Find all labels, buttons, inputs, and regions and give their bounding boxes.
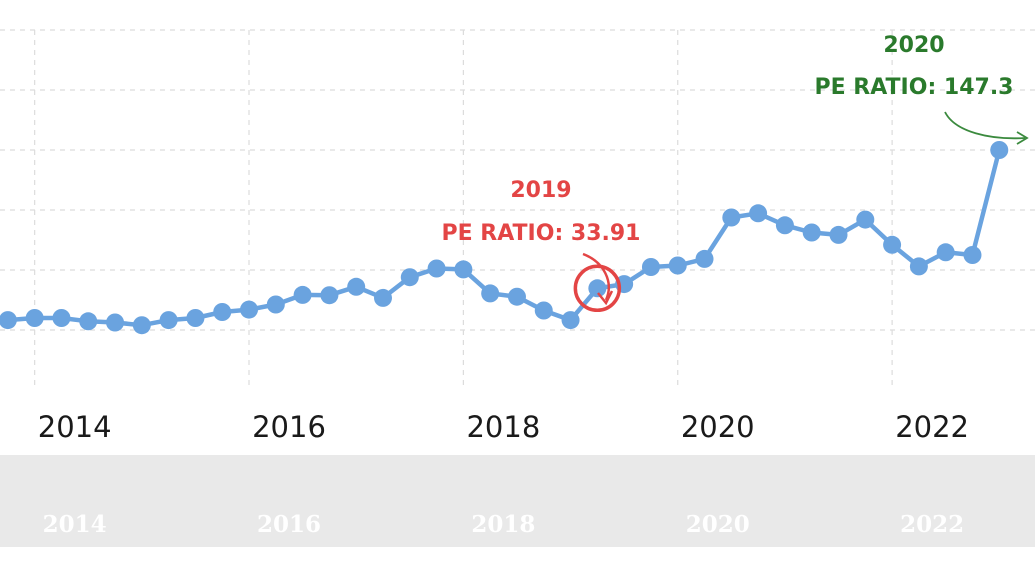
x-tick-label: 2022 (895, 410, 969, 444)
x-axis: 2014 2016 2018 2020 2022 (38, 410, 969, 444)
data-point (52, 309, 71, 327)
annotation-2019-arrowhead (597, 290, 614, 306)
x-tick-label: 2018 (466, 410, 540, 444)
data-point (320, 286, 339, 305)
grid (0, 29, 1035, 390)
annotation-2020-arrowhead (1016, 131, 1029, 145)
data-point (400, 268, 419, 287)
data-point (132, 316, 151, 335)
data-point (963, 246, 982, 264)
data-point (936, 243, 955, 262)
navigator[interactable]: 2014 2016 2018 2020 2022 (0, 455, 1035, 547)
data-point (213, 303, 232, 321)
series-pe-ratio (0, 141, 1009, 335)
data-point (534, 301, 553, 320)
data-point (990, 141, 1009, 159)
data-point (507, 287, 526, 306)
navigator-background (0, 455, 1035, 547)
highlight-circle (573, 264, 622, 313)
data-point (427, 259, 446, 278)
navigator-axis: 2014 2016 2018 2020 2022 (43, 511, 964, 538)
navigator-tick-label: 2016 (257, 511, 321, 538)
data-point (668, 256, 687, 275)
navigator-tick-label: 2018 (471, 511, 535, 538)
navigator-tick-label: 2022 (900, 511, 964, 538)
annotation-2020-arrow (944, 111, 1026, 140)
data-point (0, 311, 17, 330)
data-point (883, 235, 902, 254)
data-point (186, 309, 205, 327)
navigator-tick-label: 2014 (43, 511, 107, 538)
data-point (293, 285, 312, 304)
data-point (373, 288, 392, 307)
annotation-2019-value: PE RATIO: 33.91 (441, 221, 640, 246)
data-point (79, 312, 98, 331)
data-point (641, 258, 660, 276)
data-point (802, 223, 821, 242)
data-point (347, 277, 366, 296)
annotation-2019-arrow (582, 252, 610, 301)
data-point (909, 257, 928, 276)
data-point (106, 313, 125, 332)
navigator-tick-label: 2020 (686, 511, 750, 538)
data-point (561, 311, 580, 330)
data-point (856, 210, 875, 229)
data-point (240, 300, 259, 319)
data-point (749, 204, 768, 223)
data-point (454, 260, 473, 279)
x-tick-label: 2020 (681, 410, 755, 444)
annotation-2020: 2020 PE RATIO: 147.3 (814, 33, 1029, 145)
data-point (775, 216, 794, 235)
data-point (829, 225, 848, 244)
x-tick-label: 2016 (252, 410, 326, 444)
data-point (159, 311, 178, 330)
x-tick-label: 2014 (38, 410, 112, 444)
data-point (588, 279, 607, 298)
annotation-2020-year: 2020 (883, 33, 944, 58)
data-point (695, 249, 714, 268)
data-point (266, 295, 285, 314)
data-point (25, 309, 44, 327)
annotation-2019-year: 2019 (510, 178, 571, 203)
data-point (481, 284, 500, 303)
data-point (722, 208, 741, 227)
annotation-2020-value: PE RATIO: 147.3 (814, 75, 1013, 100)
annotation-2019: 2019 PE RATIO: 33.91 (441, 178, 641, 313)
